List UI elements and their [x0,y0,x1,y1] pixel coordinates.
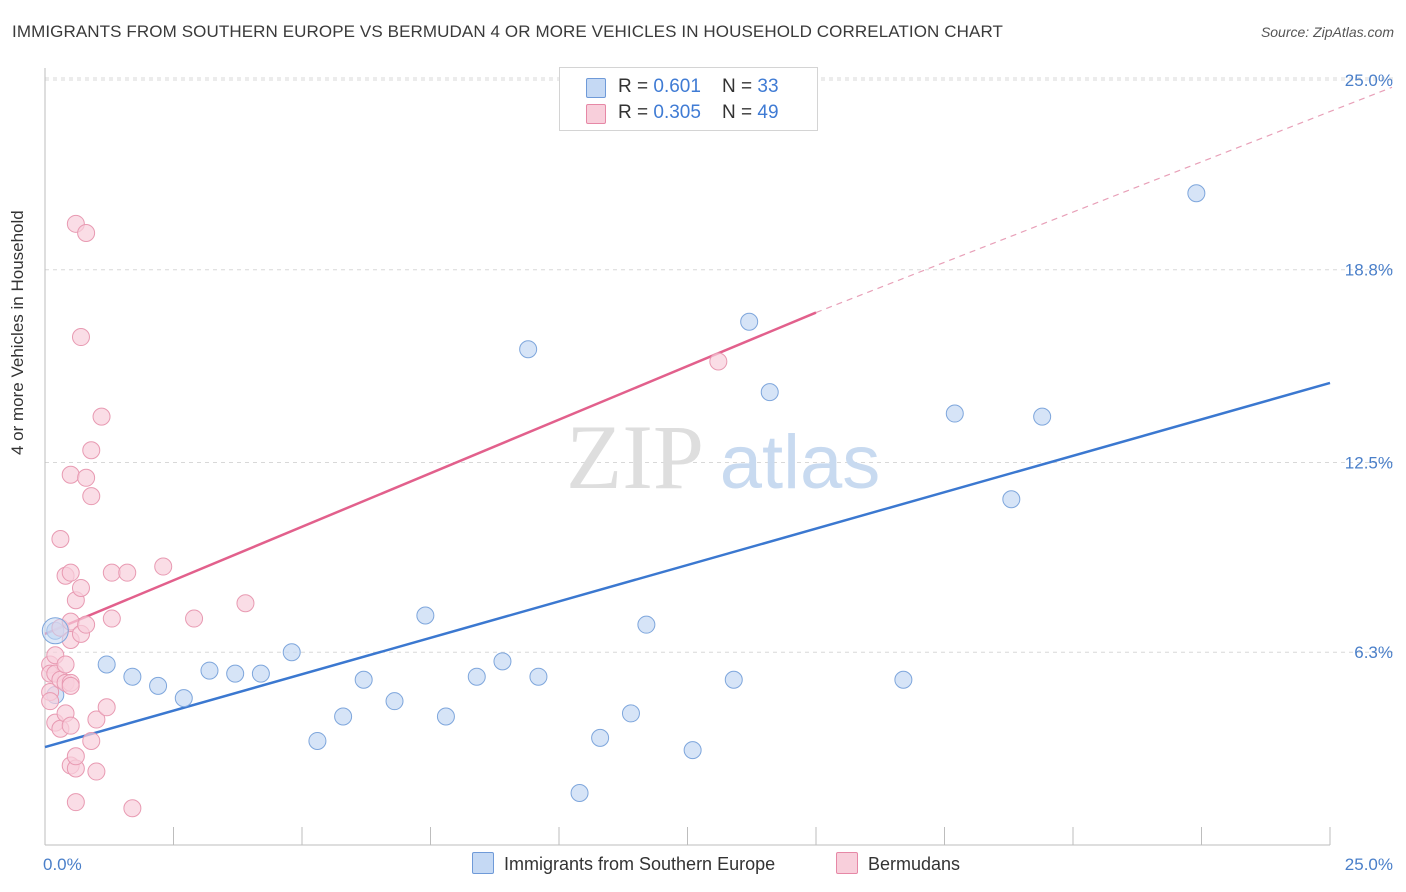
stats-legend: R = 0.601 N = 33 R = 0.305 N = 49 [559,67,818,131]
watermark-zip: ZIP [566,406,704,508]
immigrants-point [334,707,353,726]
bottom-legend-label-immigrants: Immigrants from Southern Europe [504,854,776,874]
bottom-legend-immigrants: Immigrants from Southern Europe [472,852,775,875]
immigrants-point [637,615,656,634]
source-credit: Source: ZipAtlas.com [1260,24,1394,40]
immigrants-point [97,655,116,674]
bermudans-point [82,441,101,460]
y-tick-label: 18.8% [1345,261,1393,280]
bermudans-point [154,557,173,576]
axes [44,68,1331,846]
y-tick-label: 6.3% [1354,643,1393,662]
immigrants-point [174,689,193,708]
watermark-atlas: atlas [720,420,881,505]
bermudans-point [118,563,137,582]
immigrants-point [591,728,610,747]
immigrants-point [945,404,964,423]
immigrants-point [385,692,404,711]
legend-stats-immigrants: R = 0.601 N = 33 [618,76,779,97]
bottom-legend-label-bermudans: Bermudans [868,854,961,874]
legend-swatch-pink [586,104,606,124]
bermudans-point [51,530,70,548]
bermudans-point [92,407,111,426]
bermudans-point [102,563,121,582]
bermudans-point [709,352,728,371]
bermudans-point [102,609,121,628]
bermudans-point [82,487,101,506]
immigrants-point [529,667,548,686]
data-points [41,184,1206,818]
immigrants-point [123,667,142,686]
bermudans-point [56,655,75,674]
legend-swatch-blue [586,78,606,98]
immigrants-point [354,670,373,689]
bottom-legend-swatch-blue [472,852,494,874]
bermudans-point [66,747,85,766]
bermudans-trend-extension [815,86,1393,314]
bermudans-point [61,465,80,484]
bottom-legend-bermudans: Bermudans [836,852,960,875]
immigrants-point [436,707,455,726]
immigrants-point [621,704,640,723]
immigrants-point [149,676,168,695]
x-tick-label-max: 25.0% [1345,855,1393,874]
trend-lines [44,86,1393,749]
y-tick-label: 12.5% [1345,454,1393,473]
bermudans-point [61,563,80,582]
immigrants-point [226,664,245,683]
bermudans-point [66,793,85,812]
bermudans-point [71,328,90,347]
bermudans-point [82,731,101,750]
bermudans-point [41,692,60,711]
immigrants-point [1033,407,1052,426]
immigrants-point [1002,490,1021,509]
immigrants-point [251,664,270,683]
bermudans-trend-line [44,311,817,636]
watermark: ZIP atlas [566,406,880,508]
immigrants-point [1187,184,1206,203]
immigrants-trend-line [44,381,1331,749]
immigrants-point [724,670,743,689]
immigrants-point [570,783,589,802]
immigrants-point [493,652,512,671]
immigrants-point-large [41,617,69,645]
chart-title: IMMIGRANTS FROM SOUTHERN EUROPE VS BERMU… [12,22,1004,41]
immigrants-point [416,606,435,625]
immigrants-point [519,340,538,359]
immigrants-point [308,731,327,750]
bermudans-point [77,224,96,242]
tick-labels: 6.3% 12.5% 18.8% 25.0% 0.0% 25.0% [43,71,1393,874]
immigrants-point [683,741,702,760]
bermudans-point [236,594,255,613]
bermudans-point [61,716,80,735]
immigrants-point [282,643,301,662]
x-tick-label-min: 0.0% [43,855,82,874]
immigrants-point [200,661,219,680]
bermudans-point [123,799,142,818]
bermudans-point [77,615,96,634]
bermudans-point [61,676,80,695]
bermudans-point [185,609,204,628]
immigrants-point [740,312,759,331]
bottom-legend-swatch-pink [836,852,858,874]
bermudans-point [87,762,106,781]
immigrants-point [467,667,486,686]
immigrants-point [894,670,913,689]
legend-stats-bermudans: R = 0.305 N = 49 [618,102,779,123]
bermudans-point [87,710,106,729]
immigrants-point [760,383,779,402]
bermudans-point [97,698,116,717]
bermudans-point [71,578,90,597]
bermudans-point [77,468,96,487]
y-tick-label: 25.0% [1345,71,1393,90]
